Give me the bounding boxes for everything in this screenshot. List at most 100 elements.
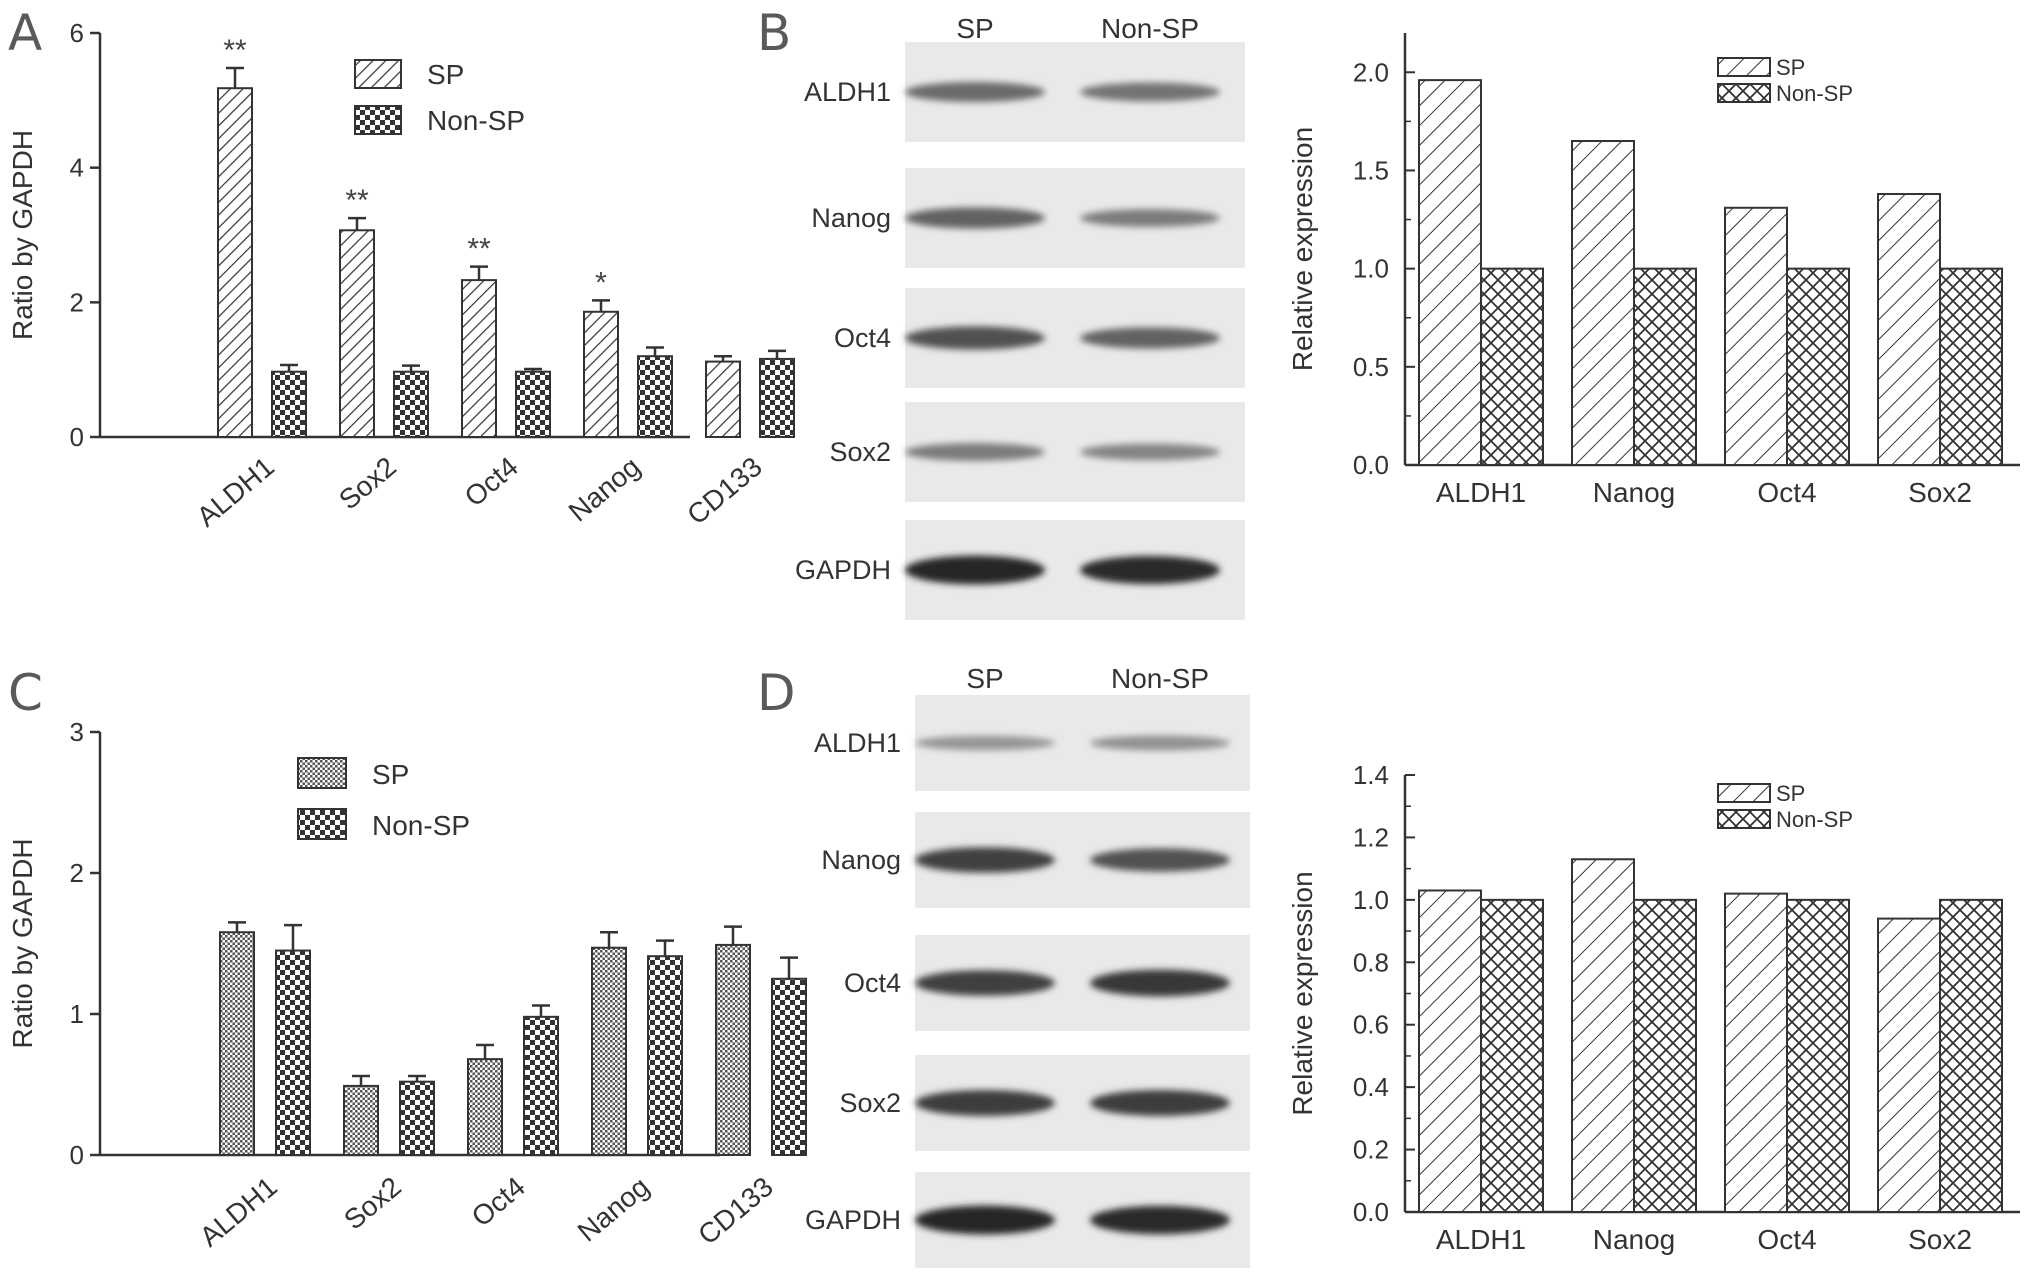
legend-label: Non-SP (1776, 81, 1853, 106)
bar-non-sp-nanog (637, 355, 673, 439)
bar-sp-aldh1 (217, 87, 253, 438)
bar-sp-cd133 (715, 943, 751, 1156)
blot-row-label: Sox2 (829, 437, 891, 467)
bar-sp-sox2 (339, 229, 375, 438)
western-blot-b: SP Non-SP ALDH1 Nanog Oct4 Sox2 GAPDH (795, 13, 1245, 620)
band-nonsp-gapdh (1080, 555, 1220, 585)
y-tick-label: 0 (70, 422, 84, 452)
band-sp-nanog (915, 847, 1055, 873)
y-tick-label: 2 (70, 858, 84, 888)
band-nonsp-sox2 (1090, 1089, 1230, 1117)
bar-non-sp-nanog (1633, 267, 1697, 466)
x-category-label: CD133 (692, 1171, 779, 1251)
legend-label: SP (1776, 55, 1805, 80)
y-axis-label: Ratio by GAPDH (7, 838, 38, 1048)
band-nonsp-sox2 (1080, 443, 1220, 461)
x-category-label: Nanog (563, 451, 646, 528)
legend-swatch (354, 105, 402, 135)
x-category-label: Oct4 (466, 1171, 531, 1233)
band-nonsp-oct4 (1090, 969, 1230, 997)
y-tick-label: 0.5 (1353, 352, 1389, 382)
x-category-label: Sox2 (1908, 477, 1972, 508)
bar-sp-nanog (591, 946, 627, 1156)
band-sp-aldh1 (915, 735, 1055, 751)
bar-sp-sox2 (1877, 917, 1941, 1213)
y-tick-label: 2.0 (1353, 57, 1389, 87)
bar-sp-nanog (1571, 858, 1635, 1213)
y-tick-label: 0.8 (1353, 947, 1389, 977)
legend-swatch (354, 59, 402, 89)
x-category-label: Oct4 (459, 451, 524, 513)
legend-swatch (297, 757, 347, 789)
legend-label: SP (427, 59, 464, 90)
y-axis-label: Relative expression (1287, 871, 1318, 1115)
bar-sp-aldh1 (1418, 889, 1482, 1213)
band-sp-sox2 (905, 443, 1045, 461)
y-tick-label: 3 (70, 717, 84, 747)
band-sp-gapdh (905, 555, 1045, 585)
blot-row-label: Nanog (821, 845, 901, 875)
blot-row-label: GAPDH (795, 555, 891, 585)
chart-c: 0 1 2 3 Ratio by GAPDH ALDH1 Sox2 Oct4 Nanog CD13… (7, 717, 807, 1253)
bar-non-sp-aldh1 (275, 949, 311, 1156)
y-tick-label: 1.5 (1353, 155, 1389, 185)
x-category-label: ALDH1 (1436, 477, 1526, 508)
y-tick-label: 6 (70, 18, 84, 48)
y-tick-label: 0 (70, 1140, 84, 1170)
legend-swatch (1717, 783, 1771, 803)
bar-non-sp-oct4 (1786, 267, 1850, 466)
x-category-label: Oct4 (1757, 477, 1816, 508)
legend-swatch (1717, 57, 1771, 77)
x-category-label: Sox2 (333, 451, 402, 516)
bar-sp-sox2 (343, 1084, 379, 1157)
y-tick-label: 0.6 (1353, 1010, 1389, 1040)
bar-non-sp-oct4 (1786, 898, 1850, 1213)
y-tick-label: 0.0 (1353, 1197, 1389, 1227)
x-category-label: Sox2 (1908, 1224, 1972, 1255)
legend-label: Non-SP (372, 810, 470, 841)
bar-sp-cd133 (705, 360, 741, 438)
bar-non-sp-aldh1 (271, 370, 307, 439)
panel-letter-d: D (757, 664, 796, 722)
x-category-label: Oct4 (1757, 1224, 1816, 1255)
bar-non-sp-aldh1 (1480, 267, 1544, 466)
x-category-label: Nanog (1593, 1224, 1676, 1255)
bar-non-sp-sox2 (1939, 267, 2003, 466)
bar-sp-nanog (1571, 140, 1635, 466)
western-blot-d: SP Non-SP ALDH1 Nanog Oct4 Sox2 GAPDH (805, 663, 1250, 1268)
band-nonsp-aldh1 (1090, 735, 1230, 751)
bar-non-sp-nanog (1633, 898, 1697, 1213)
lane-label-sp: SP (956, 13, 993, 44)
legend-swatch (1717, 83, 1771, 103)
bar-sp-aldh1 (1418, 79, 1482, 467)
band-nonsp-nanog (1090, 848, 1230, 872)
band-sp-sox2 (915, 1089, 1055, 1117)
blot-row-label: ALDH1 (814, 728, 901, 758)
legend-label: Non-SP (1776, 807, 1853, 832)
band-nonsp-oct4 (1080, 327, 1220, 349)
legend-label: SP (1776, 781, 1805, 806)
y-tick-label: 2 (70, 287, 84, 317)
x-category-label: Nanog (572, 1171, 655, 1248)
blot-row-label: GAPDH (805, 1205, 901, 1235)
bar-non-sp-cd133 (771, 977, 807, 1156)
band-sp-gapdh (915, 1205, 1055, 1235)
bar-sp-oct4 (1724, 206, 1788, 466)
panel-letter-a: A (8, 4, 42, 62)
y-axis-label: Relative expression (1287, 127, 1318, 371)
band-nonsp-gapdh (1090, 1205, 1230, 1235)
legend-label: SP (372, 759, 409, 790)
blot-row-label: Oct4 (834, 323, 891, 353)
blot-row-label: Oct4 (844, 968, 901, 998)
bar-non-sp-nanog (647, 955, 683, 1156)
bar-non-sp-sox2 (393, 370, 429, 439)
x-category-label: CD133 (681, 451, 768, 531)
blot-row-label: ALDH1 (804, 77, 891, 107)
bar-sp-oct4 (461, 279, 497, 439)
band-sp-oct4 (915, 970, 1055, 996)
bar-non-sp-sox2 (1939, 898, 2003, 1213)
chart-a: 0 2 4 6 Ratio by GAPDH ** ALDH1 ** Sox2 ** Oct4 * Na… (7, 18, 795, 533)
x-category-label: ALDH1 (194, 1171, 283, 1253)
bar-sp-nanog (583, 310, 619, 439)
bar-non-sp-oct4 (515, 370, 551, 439)
